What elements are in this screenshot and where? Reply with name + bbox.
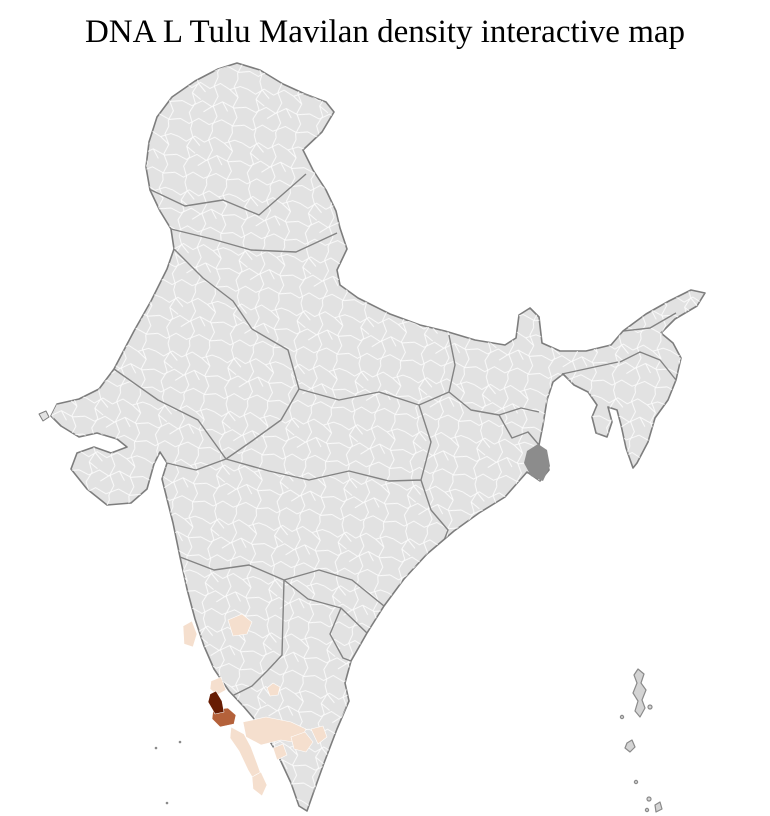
delta-district-dark[interactable] [524, 444, 550, 481]
district-low-1[interactable] [227, 613, 253, 637]
lakshadweep-islands [154, 740, 182, 805]
district-low-6[interactable] [251, 771, 268, 797]
state-borders [113, 173, 677, 811]
district-boundaries-mesh [51, 63, 705, 811]
lakshadweep-islet-3 [165, 801, 169, 805]
district-low-2[interactable] [182, 620, 198, 648]
district-low-3[interactable] [266, 682, 281, 697]
nicobar-islet-3 [654, 801, 663, 813]
andaman-islet-3 [624, 739, 636, 753]
page-title: DNA L Tulu Mavilan density interactive m… [84, 14, 686, 50]
nicobar-islet-1 [633, 779, 639, 785]
district-low-8[interactable] [310, 725, 328, 745]
district-high-1[interactable] [207, 690, 225, 715]
kutch-islet [38, 410, 50, 422]
andaman-nicobar-islands[interactable] [619, 668, 663, 813]
district-low-9[interactable] [272, 743, 288, 761]
andaman-main-island[interactable] [632, 668, 647, 718]
nicobar-islet-4 [644, 807, 650, 813]
andaman-islet-2 [619, 714, 625, 720]
lakshadweep-islet-1 [154, 746, 158, 750]
nicobar-islet-2 [646, 796, 652, 802]
andaman-islet-1 [647, 704, 653, 710]
lakshadweep-islet-2 [178, 740, 182, 744]
district-low-7[interactable] [290, 731, 314, 753]
density-districts[interactable] [182, 613, 328, 797]
district-low-10[interactable] [209, 676, 227, 696]
